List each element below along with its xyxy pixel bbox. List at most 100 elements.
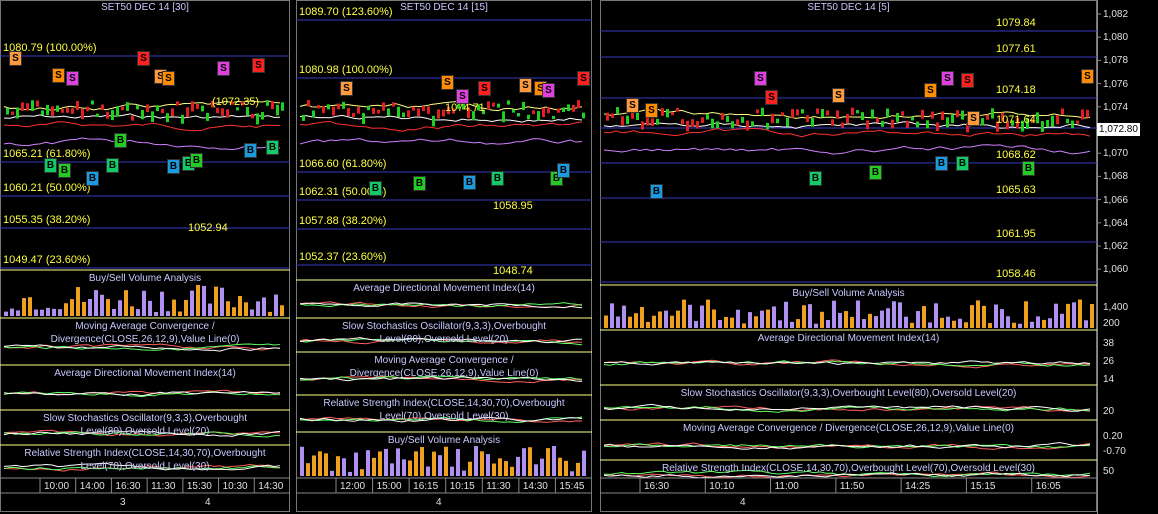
signal-marker: S	[832, 88, 845, 103]
candle	[806, 115, 809, 122]
level-label: 1060.21 (50.00%)	[3, 182, 91, 194]
signal-marker: S	[924, 83, 937, 98]
price-line	[299, 114, 583, 123]
candle	[936, 122, 939, 132]
volume-bar	[250, 309, 254, 316]
candle	[861, 112, 864, 121]
volume-bar	[958, 318, 962, 328]
candle	[116, 106, 119, 117]
candle	[201, 105, 204, 112]
indicator-title: Average Directional Movement Index(14)	[54, 368, 236, 379]
candle	[482, 109, 485, 115]
time-label: 15:45	[559, 481, 585, 492]
candle	[711, 118, 714, 129]
volume-bar	[480, 451, 484, 476]
volume-bar	[208, 303, 212, 316]
candle	[497, 103, 500, 108]
level-label: 1052.37 (23.60%)	[299, 251, 387, 263]
candle	[582, 112, 585, 119]
volume-bar	[658, 311, 662, 328]
volume-bar	[790, 321, 794, 328]
candle	[552, 115, 555, 120]
candle	[1076, 120, 1079, 124]
time-label: 16:15	[413, 481, 439, 492]
candle	[781, 112, 784, 116]
candle	[367, 105, 370, 111]
volume-bar	[736, 309, 740, 328]
volume-bar	[172, 299, 176, 316]
candle	[1081, 109, 1084, 120]
candle	[557, 108, 560, 113]
signal-marker: S	[340, 81, 353, 96]
signal-marker: S	[441, 75, 454, 90]
candle	[572, 104, 575, 112]
level-label: 1065.63	[996, 184, 1036, 196]
indicator-tick-label: -0.70	[1103, 446, 1126, 457]
time-label: 15:15	[970, 481, 996, 492]
candle	[966, 122, 969, 133]
volume-bar	[898, 302, 902, 328]
volume-bar	[1090, 303, 1094, 328]
volume-bar	[892, 301, 896, 328]
signal-marker: S	[577, 71, 590, 86]
volume-bar	[348, 471, 352, 476]
panel-title: SET50 DEC 14 [5]	[807, 2, 890, 13]
volume-bar	[1060, 313, 1064, 328]
level-label: 1049.47 (23.60%)	[3, 254, 91, 266]
volume-bar	[808, 304, 812, 328]
time-label: 12:00	[340, 481, 366, 492]
period-label: 4	[205, 497, 211, 508]
volume-bar	[610, 303, 614, 328]
candle	[801, 109, 804, 114]
volume-bar	[112, 309, 116, 316]
volume-bar	[148, 300, 152, 316]
panel-title: SET50 DEC 14 [15]	[400, 2, 488, 13]
volume-bar	[88, 298, 92, 316]
price-line	[3, 121, 281, 132]
price-line	[603, 127, 1091, 138]
candle	[567, 104, 570, 111]
volume-bar	[856, 300, 860, 328]
volume-bar	[802, 305, 806, 328]
indicator-title: Slow Stochastics Oscillator(9,3,3),Overb…	[680, 388, 1017, 399]
candle	[731, 121, 734, 129]
indicator-line	[299, 376, 583, 382]
level-label: 1062.31 (50.00%)	[299, 186, 387, 198]
candle	[916, 121, 919, 128]
candle	[656, 118, 659, 125]
volume-bar	[646, 321, 650, 328]
candle	[796, 109, 799, 116]
volume-bar	[342, 458, 346, 476]
signal-marker: S	[9, 51, 22, 66]
candle	[1026, 118, 1029, 130]
candle	[1001, 112, 1004, 122]
volume-bar	[498, 458, 502, 476]
candle	[256, 113, 259, 125]
volume-bar	[504, 461, 508, 476]
candle	[562, 107, 565, 112]
candle	[686, 120, 689, 132]
volume-bar	[492, 463, 496, 476]
time-label: 16:30	[644, 481, 670, 492]
signal-marker: B	[956, 156, 969, 171]
candle	[452, 108, 455, 114]
candle	[327, 104, 330, 110]
candle	[676, 107, 679, 112]
volume-bar	[124, 290, 128, 316]
indicator-title: Average Directional Movement Index(14)	[353, 283, 535, 294]
candle	[266, 100, 269, 106]
candle	[996, 121, 999, 132]
signal-marker: B	[463, 175, 476, 190]
candle	[1046, 120, 1049, 128]
indicator-line	[603, 359, 1091, 369]
candle	[176, 101, 179, 106]
indicator-line	[299, 302, 583, 309]
price-tick-label: 1,074	[1103, 101, 1129, 113]
volume-bar	[552, 446, 556, 476]
volume-bar	[910, 322, 914, 328]
volume-bar	[136, 309, 140, 316]
indicator-line	[603, 403, 1091, 412]
volume-bar	[688, 304, 692, 328]
volume-bar	[1000, 309, 1004, 328]
indicator-tick-label: 26	[1103, 356, 1115, 367]
